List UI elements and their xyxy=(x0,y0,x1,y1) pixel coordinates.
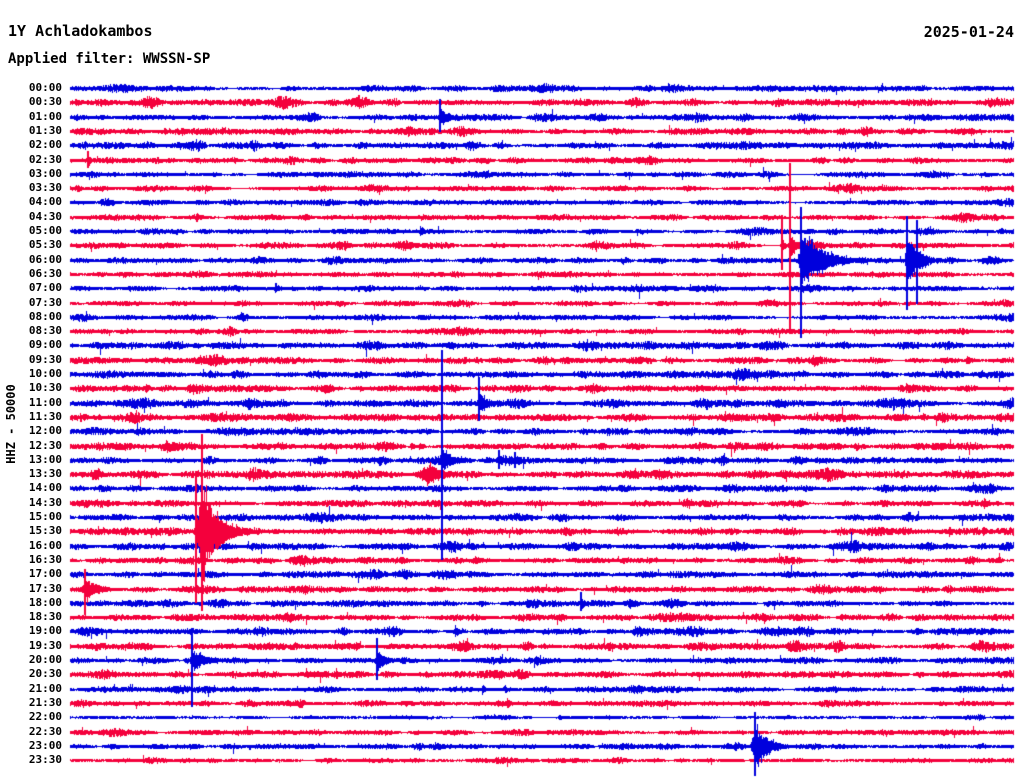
time-label: 09:30 xyxy=(28,352,62,366)
time-label: 14:00 xyxy=(28,481,62,495)
time-label: 23:30 xyxy=(28,753,62,767)
time-label: 00:30 xyxy=(28,95,62,109)
time-label: 17:00 xyxy=(28,567,62,581)
time-label: 15:30 xyxy=(28,524,62,538)
time-label: 07:30 xyxy=(28,295,62,309)
time-label: 03:30 xyxy=(28,181,62,195)
time-label: 18:30 xyxy=(28,610,62,624)
time-label: 20:30 xyxy=(28,667,62,681)
time-label: 00:00 xyxy=(28,81,62,94)
time-label: 22:00 xyxy=(28,710,62,724)
time-label: 02:00 xyxy=(28,138,62,152)
time-label: 01:30 xyxy=(28,123,62,137)
time-label: 12:30 xyxy=(28,438,62,452)
time-label: 10:30 xyxy=(28,381,62,395)
time-label: 04:00 xyxy=(28,195,62,209)
time-label: 02:30 xyxy=(28,152,62,166)
time-label: 03:00 xyxy=(28,166,62,180)
time-label: 09:00 xyxy=(28,338,62,352)
time-label: 11:00 xyxy=(28,395,62,409)
time-label: 19:00 xyxy=(28,624,62,638)
time-label: 10:00 xyxy=(28,367,62,380)
time-label: 15:00 xyxy=(28,510,62,523)
time-label: 16:30 xyxy=(28,552,62,566)
time-label: 04:30 xyxy=(28,209,62,223)
time-label: 06:00 xyxy=(28,252,62,266)
time-label: 08:00 xyxy=(28,309,62,323)
time-label: 22:30 xyxy=(28,724,62,738)
time-label: 13:30 xyxy=(28,467,62,481)
applied-filter-label: Applied filter: WWSSN-SP xyxy=(8,51,211,67)
time-label: 01:00 xyxy=(28,109,62,123)
time-label: 05:00 xyxy=(28,224,62,237)
time-label: 20:00 xyxy=(28,653,62,666)
time-label: 18:00 xyxy=(28,595,62,609)
time-label: 16:00 xyxy=(28,538,62,552)
time-label: 17:30 xyxy=(28,581,62,595)
time-label: 06:30 xyxy=(28,266,62,280)
time-label: 14:30 xyxy=(28,495,62,509)
station-title: 1Y Achladokambos xyxy=(8,22,153,40)
time-label: 13:00 xyxy=(28,452,62,466)
time-label: 12:00 xyxy=(28,424,62,438)
time-label: 21:30 xyxy=(28,695,62,709)
time-label: 08:30 xyxy=(28,324,62,338)
time-label: 05:30 xyxy=(28,238,62,252)
date-label: 2025-01-24 xyxy=(923,23,1014,41)
time-label: 21:00 xyxy=(28,681,62,695)
time-label: 07:00 xyxy=(28,281,62,295)
time-label: 19:30 xyxy=(28,638,62,652)
time-label: 11:30 xyxy=(28,409,62,423)
time-label: 23:00 xyxy=(28,738,62,752)
